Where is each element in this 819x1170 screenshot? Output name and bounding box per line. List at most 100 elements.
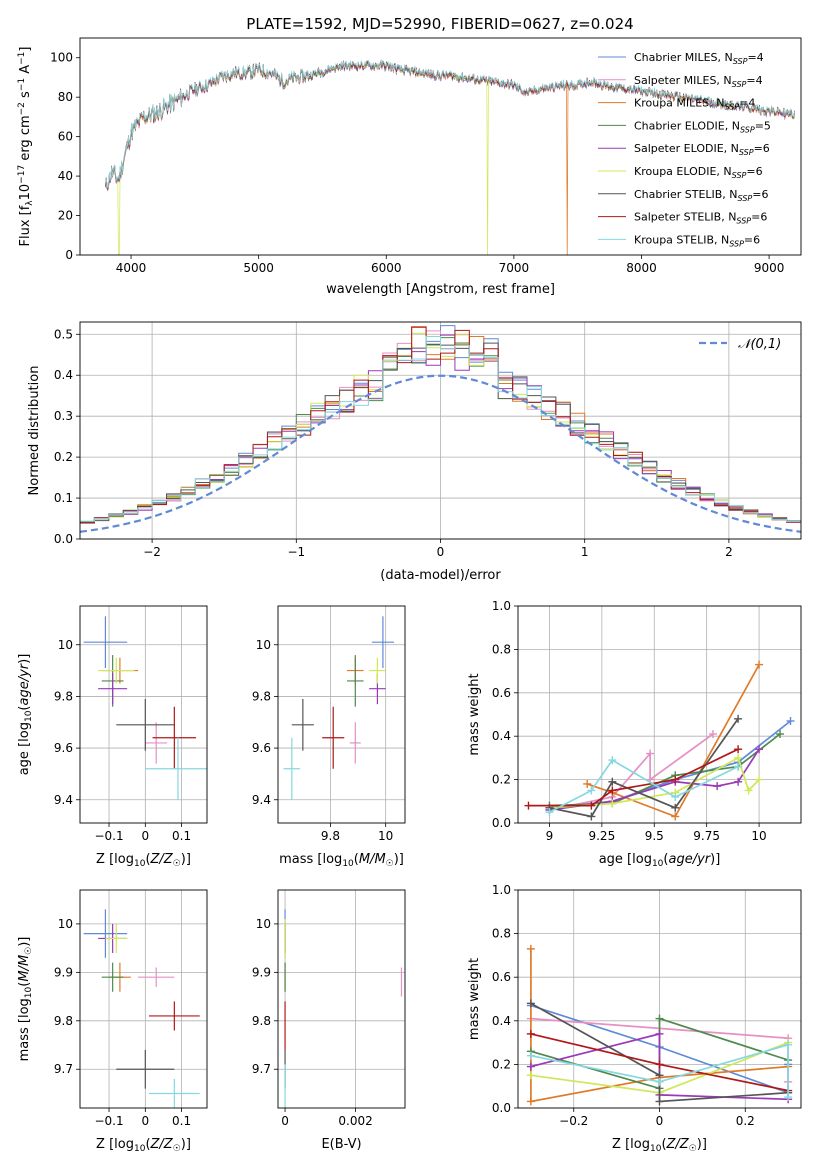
y-tick-label: 0.2 (492, 1057, 511, 1071)
x-tick-label: 4000 (116, 261, 147, 275)
y-tick-label: 9.7 (54, 1062, 73, 1076)
y-tick-label: 10 (256, 917, 271, 931)
y-axis-label: mass [log10(M/M☉)] (17, 937, 34, 1062)
x-tick-label: 0.002 (338, 1114, 372, 1128)
legend-label: Salpeter MILES, NSSP=4 (634, 74, 763, 89)
y-tick-label: 0.3 (54, 409, 73, 423)
y-tick-label: 0.6 (492, 686, 511, 700)
legend-normal-label: 𝒩(0,1) (738, 337, 781, 352)
x-axis-label: Z [log10(Z/Z☉)] (96, 1137, 191, 1154)
x-tick-label: 9.5 (645, 829, 664, 843)
legend-label: Salpeter ELODIE, NSSP=6 (634, 142, 770, 157)
x-tick-label: 7000 (499, 261, 530, 275)
weight-line-2 (530, 948, 789, 1103)
y-axis-label: Normed distribution (27, 366, 42, 496)
axes-residuals: −2 −1 0 1 2 0.0 0.1 0.2 0.3 0.4 0.5 𝒩(0,1) (data-mod… (27, 321, 802, 583)
y-tick-label: 20 (58, 209, 73, 223)
y-tick-label: 0.0 (492, 1101, 511, 1115)
axes-mass-vs-Z: −0.1 0 0.1 9.7 9.8 9.9 10 Z [log10(Z/Z☉)] mass [… (17, 889, 208, 1154)
weight-line-6 (530, 1002, 789, 1103)
normal-curve (80, 374, 801, 533)
y-tick-label: 0.0 (54, 532, 73, 546)
x-tick-label: 9.8 (321, 829, 340, 843)
y-tick-label: 80 (58, 90, 73, 104)
y-tick-label: 0.4 (492, 1014, 511, 1028)
y-tick-label: 100 (50, 51, 73, 65)
y-tick-label: 1.0 (492, 883, 511, 897)
x-tick-label: 0 (141, 1114, 149, 1128)
x-tick-label: 1 (581, 545, 589, 559)
axes-frame (79, 605, 208, 824)
axes-age-vs-mass: 9.8 10 9.4 9.6 9.8 10 mass [log10(M/M☉)] (252, 605, 406, 869)
axes-frame (79, 889, 208, 1109)
y-tick-label: 9.8 (252, 689, 271, 703)
y-tick-label: 9.8 (54, 689, 73, 703)
y-tick-label: 40 (58, 169, 73, 183)
y-tick-label: 9.8 (54, 1014, 73, 1028)
axes-mass-vs-ebv: 0 0.002 9.7 9.8 9.9 10 E(B-V) (252, 889, 406, 1152)
axes-frame (277, 889, 406, 1109)
x-axis-label: wavelength [Angstrom, rest frame] (326, 282, 555, 297)
y-tick-label: 0.0 (492, 816, 511, 830)
weight-line-2 (586, 664, 760, 818)
x-tick-label: 10 (378, 829, 393, 843)
x-tick-label: −0.1 (94, 1114, 123, 1128)
legend-label: Salpeter STELIB, NSSP=6 (634, 211, 767, 226)
y-tick-label: 0.8 (492, 642, 511, 656)
x-axis-label: (data-model)/error (380, 568, 501, 583)
x-tick-label: 0.1 (172, 829, 191, 843)
x-tick-label: 0.2 (736, 1114, 755, 1128)
x-axis-label: Z [log10(Z/Z☉)] (96, 852, 191, 869)
x-tick-label: 6000 (371, 261, 402, 275)
y-tick-label: 10 (58, 917, 73, 931)
legend-label: Chabrier ELODIE, NSSP=5 (634, 119, 771, 134)
x-tick-label: 9000 (754, 261, 785, 275)
x-tick-label: 9.75 (693, 829, 720, 843)
y-tick-label: 0.4 (54, 368, 73, 382)
legend-label: Kroupa STELIB, NSSP=6 (634, 233, 760, 248)
x-tick-label: −1 (287, 545, 305, 559)
y-tick-label: 9.9 (54, 965, 73, 979)
axes-frame (79, 37, 802, 256)
axes-weight-vs-age: 9 9.25 9.5 9.75 10 0.0 0.2 0.4 0.6 0.8 1.0 age [log… (467, 599, 802, 869)
y-tick-label: 9.9 (252, 965, 271, 979)
y-tick-label: 0.2 (492, 773, 511, 787)
legend-label: Kroupa ELODIE, NSSP=6 (634, 165, 763, 180)
y-tick-label: 9.8 (252, 1014, 271, 1028)
y-axis-label: mass weight (467, 673, 482, 755)
x-tick-label: 0 (656, 1114, 664, 1128)
x-tick-label: 0 (437, 545, 445, 559)
weight-line-8 (530, 1043, 789, 1098)
figure-title: PLATE=1592, MJD=52990, FIBERID=0627, z=0… (246, 15, 633, 33)
y-tick-label: 0.4 (492, 729, 511, 743)
x-tick-label: −2 (143, 545, 161, 559)
axes-weight-vs-Z: −0.2 0 0.2 0.0 0.2 0.4 0.6 0.8 1.0 Z [log10(Z/Z☉)… (467, 883, 802, 1154)
y-tick-label: 60 (58, 130, 73, 144)
x-tick-label: 9 (546, 829, 554, 843)
y-tick-label: 0 (65, 248, 73, 262)
x-tick-label: −0.2 (559, 1114, 588, 1128)
spectrum-legend: Chabrier MILES, NSSP=4 Salpeter MILES, NS… (598, 51, 771, 248)
y-tick-label: 0.5 (54, 327, 73, 341)
y-tick-label: 0.2 (54, 450, 73, 464)
x-tick-label: 0 (281, 1114, 289, 1128)
axes-age-vs-Z: −0.1 0 0.1 9.4 9.6 9.8 10 Z [log10(Z/Z☉)] age [l… (17, 605, 208, 869)
y-tick-label: 0.1 (54, 491, 73, 505)
y-axis-label: age [log10(age/yr)] (17, 654, 34, 776)
y-tick-label: 9.4 (54, 793, 73, 807)
legend-label: Kroupa MILES, NSSP=4 (634, 97, 755, 112)
errorbar-points (284, 909, 403, 1108)
x-tick-label: 0 (141, 829, 149, 843)
axes-frame (517, 605, 802, 824)
histogram-series-8 (80, 335, 801, 526)
errorbar-points (83, 909, 200, 1108)
y-tick-label: 9.4 (252, 793, 271, 807)
x-tick-label: 9.25 (588, 829, 615, 843)
legend-label: Chabrier MILES, NSSP=4 (634, 51, 764, 66)
y-tick-label: 10 (256, 638, 271, 652)
spectrum-line-8 (105, 58, 795, 189)
y-axis-label: mass weight (467, 958, 482, 1040)
axes-frame (517, 889, 802, 1109)
